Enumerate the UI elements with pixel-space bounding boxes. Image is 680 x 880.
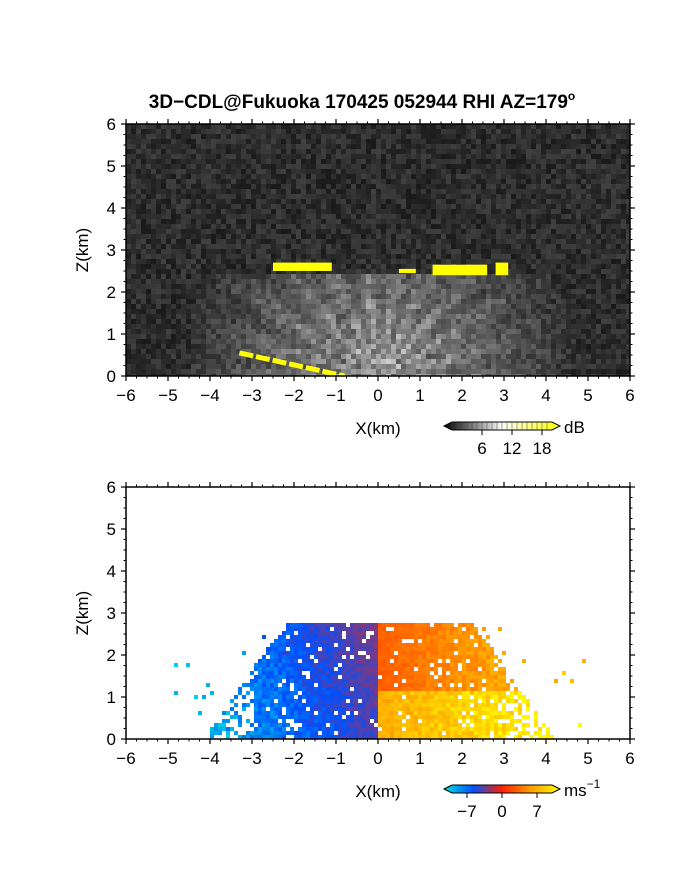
x-tick-label: 4 (541, 386, 550, 405)
x-axis-label: X(km) (355, 419, 400, 438)
x-tick-label: 2 (457, 749, 466, 768)
x-tick-label: 3 (499, 749, 508, 768)
colorbar: −7 0 7 ms−1 (442, 777, 601, 821)
x-tick-label: −1 (326, 749, 345, 768)
y-tick-label: 4 (107, 562, 116, 581)
y-tick-label: 5 (107, 520, 116, 539)
x-tick-label: 1 (415, 386, 424, 405)
colorbar-bar (442, 784, 562, 794)
x-tick-label: −5 (158, 749, 177, 768)
cloud-base-segment (399, 268, 416, 274)
x-tick-label: −3 (242, 386, 261, 405)
x-tick-label: 6 (625, 386, 634, 405)
x-tick-label: 0 (373, 386, 382, 405)
colorbar-tick-label: 6 (477, 439, 486, 458)
y-tick-label: 3 (107, 241, 116, 260)
title-superscript: o (568, 89, 575, 103)
x-tick-label: 5 (583, 386, 592, 405)
colorbar-tick-label: 0 (497, 802, 506, 821)
x-tick-label: 4 (541, 749, 550, 768)
colorbar-unit: ms−1 (564, 777, 601, 800)
data-field (126, 124, 630, 376)
colorbar: 6 12 18 dB (442, 418, 585, 458)
ground-return (238, 350, 345, 376)
x-tick-label: 2 (457, 386, 466, 405)
x-tick-label: 6 (625, 749, 634, 768)
y-tick-label: 0 (107, 730, 116, 749)
title-text: 3D−CDL@Fukuoka 170425 052944 RHI AZ=179 (149, 92, 568, 113)
y-axis-label: Z(km) (73, 228, 92, 272)
y-axis-label: Z(km) (73, 591, 92, 635)
figure-title: 3D−CDL@Fukuoka 170425 052944 RHI AZ=179o (149, 89, 576, 113)
y-tick-label: 1 (107, 688, 116, 707)
y-tick-label: 0 (107, 367, 116, 386)
x-tick-label: −6 (116, 749, 135, 768)
data-field (126, 487, 630, 739)
y-tick-label: 2 (107, 283, 116, 302)
x-tick-label: 1 (415, 749, 424, 768)
x-tick-label: −4 (200, 749, 219, 768)
cloud-base-segment (273, 262, 332, 271)
colorbar-tick-label: 7 (532, 802, 541, 821)
y-tick-label: 4 (107, 199, 116, 218)
colorbar-tick-label: −7 (457, 802, 476, 821)
x-tick-label: 3 (499, 386, 508, 405)
y-tick-label: 5 (107, 157, 116, 176)
cloud-base-segment (495, 262, 509, 276)
y-tick-label: 6 (107, 478, 116, 497)
y-tick-label: 2 (107, 646, 116, 665)
x-tick-label: −2 (284, 749, 303, 768)
y-tick-label: 1 (107, 325, 116, 344)
x-tick-label: 5 (583, 749, 592, 768)
x-tick-label: −2 (284, 386, 303, 405)
x-tick-label: −4 (200, 386, 219, 405)
x-tick-label: −5 (158, 386, 177, 405)
x-tick-label: −1 (326, 386, 345, 405)
x-tick-label: 0 (373, 749, 382, 768)
y-tick-label: 6 (107, 115, 116, 134)
x-tick-label: −6 (116, 386, 135, 405)
velocity-panel: −6 −5 −4 −3 −2 −1 0 1 2 3 4 5 6 0 1 2 3 4 5 6 X(km) Z(km) −7 0 7… (73, 478, 635, 821)
cloud-base-segment (432, 264, 488, 276)
x-axis-label: X(km) (355, 782, 400, 801)
colorbar-tick-label: 12 (503, 439, 522, 458)
colorbar-tick-label: 18 (533, 439, 552, 458)
y-tick-label: 3 (107, 604, 116, 623)
colorbar-unit-exponent: −1 (587, 777, 601, 791)
x-tick-label: −3 (242, 749, 261, 768)
colorbar-unit: dB (564, 418, 585, 437)
